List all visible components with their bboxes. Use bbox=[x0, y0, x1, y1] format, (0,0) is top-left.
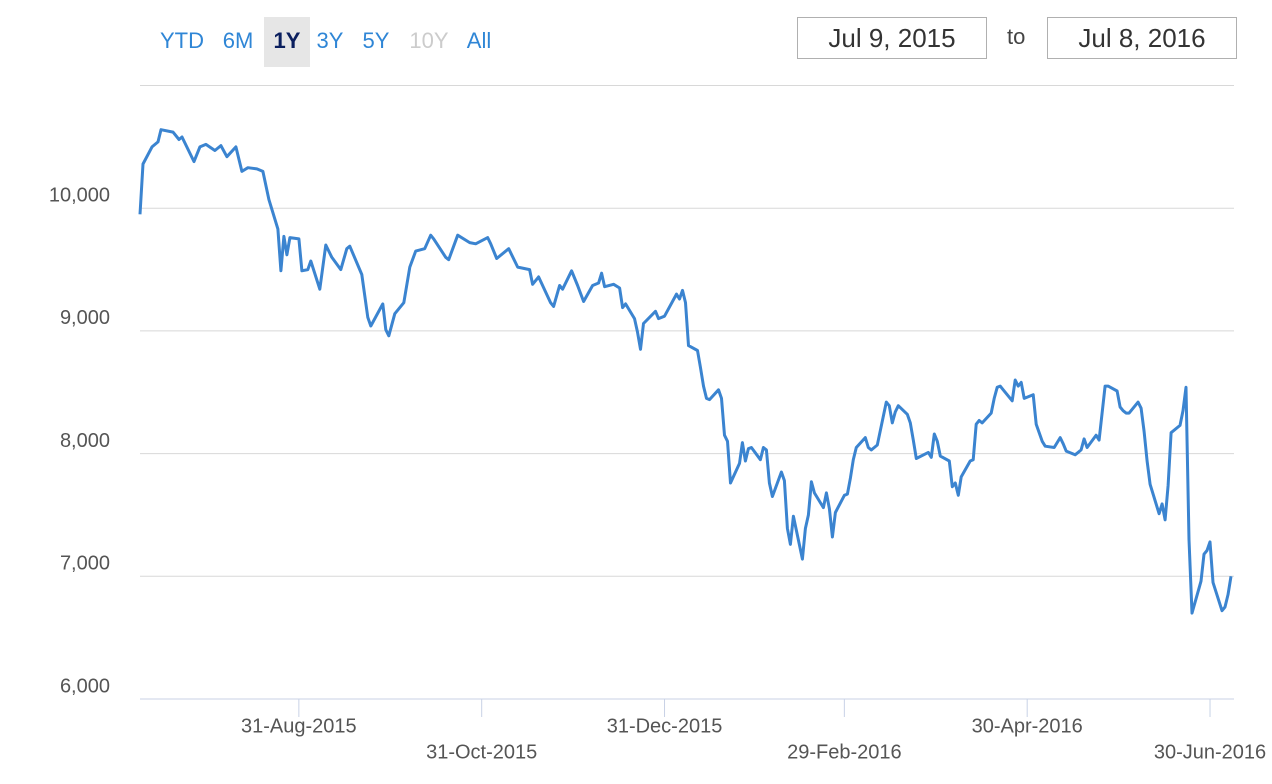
range-button[interactable]: 1Y bbox=[264, 17, 310, 67]
date-separator: to bbox=[1007, 24, 1026, 49]
range-button[interactable]: 3Y bbox=[316, 28, 344, 53]
from-date-input[interactable]: Jul 9, 2015 bbox=[797, 17, 987, 59]
y-tick-label: 8,000 bbox=[60, 430, 110, 452]
x-tick-label: 31-Dec-2015 bbox=[607, 715, 723, 737]
x-tick-label: 30-Apr-2016 bbox=[972, 715, 1083, 737]
y-tick-label: 6,000 bbox=[60, 675, 110, 697]
x-tick-label: 30-Jun-2016 bbox=[1154, 741, 1266, 763]
to-date-input[interactable]: Jul 8, 2016 bbox=[1047, 17, 1237, 59]
range-button[interactable]: All bbox=[466, 28, 492, 53]
price-line bbox=[138, 128, 1233, 615]
range-button[interactable]: YTD bbox=[160, 28, 204, 53]
y-tick-label: 7,000 bbox=[60, 553, 110, 575]
y-tick-label: 9,000 bbox=[60, 307, 110, 329]
y-tick-label: 10,000 bbox=[49, 184, 110, 206]
range-button[interactable]: 5Y bbox=[362, 28, 390, 53]
x-tick-label: 31-Oct-2015 bbox=[426, 741, 537, 763]
x-tick-label: 29-Feb-2016 bbox=[787, 741, 902, 763]
x-tick-label: 31-Aug-2015 bbox=[241, 715, 357, 737]
range-button[interactable]: 6M bbox=[222, 28, 254, 53]
range-button: 10Y bbox=[409, 28, 449, 53]
